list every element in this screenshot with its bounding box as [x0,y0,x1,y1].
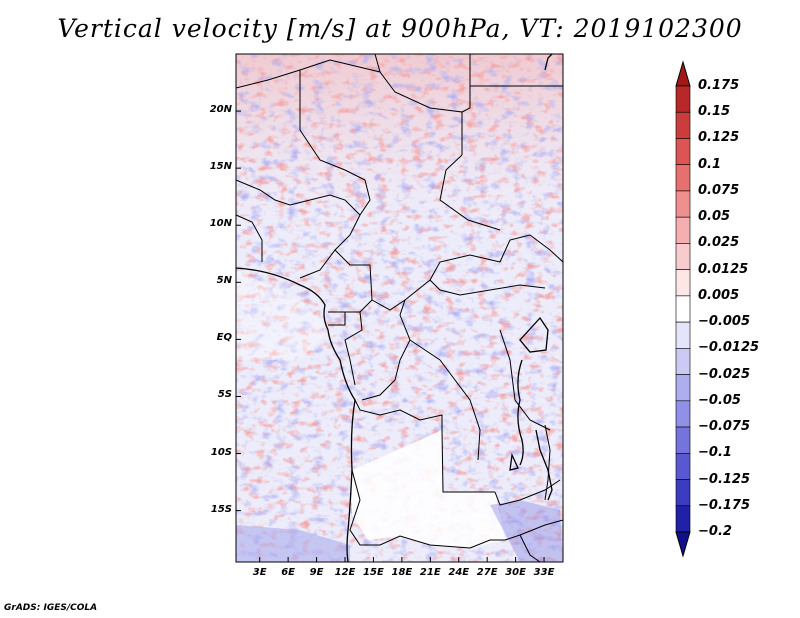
lat-tick-label: 10N [209,218,232,230]
colorbar-label: −0.2 [698,524,732,539]
colorbar-label: −0.05 [698,392,741,408]
axis-ticks [236,110,545,562]
colorbar-segment [675,505,691,533]
colorbar-segment [675,216,691,244]
colorbar-label: 0.1 [698,156,722,172]
lon-tick-label: 33E [533,567,555,578]
colorbar-label: −0.0125 [698,340,760,356]
colorbar-label: −0.1 [698,445,732,461]
colorbar-segment [675,295,691,323]
colorbar-label: 0.15 [698,104,731,120]
lon-tick-label: 15E [363,567,384,578]
colorbar-segment [675,190,691,218]
colorbar [675,60,691,558]
lon-tick-label: 9E [309,567,324,578]
colorbar-segment [675,321,691,349]
colorbar-bottom-extension [675,531,691,558]
colorbar-label: 0.025 [698,235,740,251]
lon-tick-label: 30E [505,567,526,578]
lat-tick-label: 10S [210,446,232,458]
lat-tick-label: EQ [216,332,232,344]
colorbar-label: −0.025 [698,366,751,382]
colorbar-segment [675,243,691,270]
lat-tick-label: 15S [210,503,232,515]
lon-tick-label: 12E [334,567,356,578]
colorbar-segment [675,111,691,139]
lat-tick-label: 20N [209,104,232,116]
plot-frame [235,53,564,563]
velocity-field [236,54,563,562]
colorbar-label: 0.075 [698,182,740,198]
colorbar-segment [675,138,691,166]
colorbar-label: −0.175 [698,497,751,513]
lon-tick-label: 3E [252,567,267,578]
colorbar-segment [675,85,691,113]
colorbar-segment [675,348,691,375]
colorbar-segment [675,164,691,192]
colorbar-segment [675,426,691,454]
colorbar-label: −0.075 [698,419,751,435]
lat-tick-label: 15N [209,161,232,173]
colorbar-segment [675,374,691,402]
lon-tick-label: 18E [391,567,413,578]
lon-tick-label: 24E [448,567,470,578]
colorbar-label: 0.05 [698,209,731,225]
lon-tick-label: 27E [476,567,498,578]
lon-tick-label: 21E [419,567,441,578]
colorbar-label: 0.125 [698,130,740,146]
lat-tick-label: 5N [216,275,232,287]
colorbar-label: −0.005 [698,314,751,330]
colorbar-label: 0.0125 [698,261,749,277]
lat-tick-label: 5S [217,389,232,401]
colorbar-segment [675,269,691,297]
coastline [235,53,553,563]
colorbar-label: −0.125 [698,471,751,487]
lon-tick-label: 6E [281,567,296,578]
colorbar-segment [675,479,691,507]
colorbar-segment [675,400,691,428]
credit-text: GrADS: IGES/COLA [4,603,98,613]
colorbar-label: 0.005 [698,287,740,303]
colorbar-top-extension [675,60,691,87]
chart-title: Vertical velocity [m/s] at 900hPa, VT: 2… [57,14,743,43]
colorbar-segment [675,452,691,480]
colorbar-label: 0.175 [698,78,740,93]
country-borders [235,53,564,563]
